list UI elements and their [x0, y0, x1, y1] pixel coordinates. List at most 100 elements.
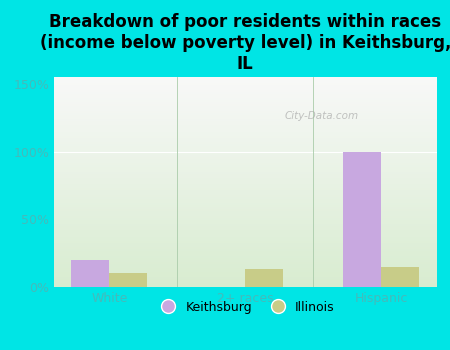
Bar: [54, 77, 436, 79]
Bar: [109, 273, 148, 287]
Title: Breakdown of poor residents within races
(income below poverty level) in Keithsb: Breakdown of poor residents within races…: [40, 13, 450, 73]
Bar: [54, 115, 436, 117]
Bar: [54, 182, 436, 184]
Bar: [54, 216, 436, 218]
Bar: [54, 117, 436, 119]
Bar: [54, 178, 436, 180]
Bar: [54, 243, 436, 245]
Bar: [54, 125, 436, 127]
Bar: [54, 153, 436, 155]
Bar: [54, 205, 436, 207]
Bar: [54, 176, 436, 178]
Bar: [54, 190, 436, 192]
Bar: [54, 138, 436, 140]
Bar: [54, 142, 436, 144]
Bar: [54, 140, 436, 142]
Bar: [54, 251, 436, 253]
Bar: [54, 186, 436, 188]
Bar: [54, 253, 436, 256]
Bar: [54, 119, 436, 121]
Bar: [54, 209, 436, 211]
Bar: [54, 94, 436, 96]
Bar: [54, 180, 436, 182]
Bar: [54, 159, 436, 161]
Bar: [54, 188, 436, 190]
Bar: [54, 279, 436, 281]
Bar: [54, 281, 436, 283]
Bar: [54, 163, 436, 165]
Bar: [54, 228, 436, 230]
Bar: [54, 108, 436, 111]
Bar: [54, 245, 436, 247]
Bar: [54, 83, 436, 85]
Bar: [54, 260, 436, 262]
Bar: [54, 234, 436, 237]
Bar: [54, 249, 436, 251]
Bar: [54, 146, 436, 148]
Bar: [54, 195, 436, 197]
Bar: [54, 266, 436, 268]
Bar: [54, 232, 436, 234]
Bar: [54, 220, 436, 222]
Bar: [54, 193, 436, 195]
Bar: [54, 98, 436, 100]
Bar: [54, 218, 436, 220]
Bar: [54, 268, 436, 270]
Bar: [54, 184, 436, 186]
Bar: [54, 262, 436, 264]
Bar: [54, 132, 436, 134]
Bar: [54, 121, 436, 123]
Bar: [54, 167, 436, 169]
Bar: [54, 134, 436, 136]
Bar: [54, 270, 436, 272]
Bar: [54, 155, 436, 157]
Bar: [54, 197, 436, 199]
Bar: [54, 161, 436, 163]
Bar: [54, 165, 436, 167]
Bar: [245, 270, 284, 287]
Bar: [54, 283, 436, 285]
Bar: [54, 169, 436, 172]
Bar: [72, 260, 109, 287]
Bar: [54, 127, 436, 130]
Bar: [54, 203, 436, 205]
Bar: [54, 92, 436, 94]
Bar: [54, 241, 436, 243]
Bar: [54, 150, 436, 153]
Legend: Keithsburg, Illinois: Keithsburg, Illinois: [151, 295, 340, 318]
Bar: [54, 247, 436, 249]
Bar: [54, 285, 436, 287]
Bar: [54, 96, 436, 98]
Bar: [54, 207, 436, 209]
Bar: [54, 226, 436, 228]
Bar: [54, 224, 436, 226]
Text: City-Data.com: City-Data.com: [285, 111, 359, 121]
Bar: [54, 157, 436, 159]
Bar: [54, 222, 436, 224]
Bar: [54, 274, 436, 277]
Bar: [54, 148, 436, 150]
Bar: [54, 130, 436, 132]
Bar: [54, 214, 436, 216]
Bar: [54, 230, 436, 232]
Bar: [54, 144, 436, 146]
Bar: [343, 152, 381, 287]
Bar: [54, 237, 436, 239]
Bar: [54, 79, 436, 81]
Bar: [54, 100, 436, 102]
Bar: [54, 88, 436, 90]
Bar: [54, 85, 436, 88]
Bar: [54, 239, 436, 241]
Bar: [54, 136, 436, 138]
Bar: [54, 276, 436, 279]
Bar: [54, 256, 436, 258]
Bar: [54, 272, 436, 274]
Bar: [54, 102, 436, 104]
Bar: [54, 174, 436, 176]
Bar: [54, 201, 436, 203]
Bar: [54, 81, 436, 83]
Bar: [54, 199, 436, 201]
Bar: [54, 90, 436, 92]
Bar: [54, 123, 436, 125]
Bar: [54, 211, 436, 214]
